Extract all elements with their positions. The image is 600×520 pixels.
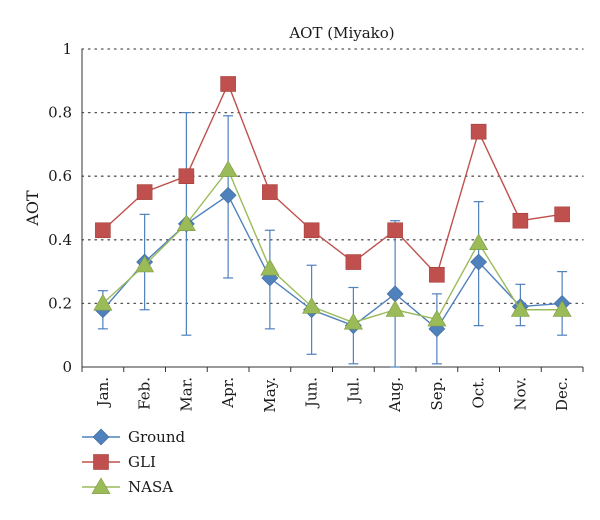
- x-tick-label: May.: [261, 377, 279, 413]
- y-tick-label: 0.4: [48, 231, 72, 249]
- legend-item-nasa: NASA: [82, 477, 173, 496]
- y-tick-label: 0.6: [48, 167, 72, 185]
- data-point-gli: [220, 76, 236, 92]
- data-point-nasa: [218, 160, 238, 177]
- legend-label-ground: Ground: [128, 428, 186, 446]
- data-point-nasa: [93, 293, 113, 311]
- data-point-gli: [178, 168, 195, 184]
- data-point-gli: [429, 266, 445, 283]
- data-point-nasa: [135, 255, 155, 273]
- series-nasa: [93, 160, 572, 330]
- gridlines: [81, 48, 584, 305]
- data-point-gli: [554, 206, 570, 223]
- data-point-gli: [345, 254, 362, 270]
- legend-item-ground: Ground: [82, 428, 186, 446]
- y-axis-label: AOT: [23, 190, 42, 227]
- data-point-nasa: [176, 214, 196, 231]
- legend-marker-nasa: [91, 477, 111, 495]
- x-tick-label: Feb.: [136, 377, 154, 410]
- x-tick-label: Jan.: [94, 377, 112, 408]
- x-tick-label: Jun.: [303, 377, 321, 409]
- legend-label-gli: GLI: [128, 453, 156, 471]
- data-point-nasa: [427, 309, 447, 327]
- y-tick-label: 0: [62, 358, 72, 376]
- y-tick-labels: 0 0.2 0.4 0.6 0.8 1: [48, 40, 72, 376]
- data-point-nasa: [552, 300, 572, 317]
- data-point-ground: [470, 253, 488, 271]
- data-point-gli: [262, 184, 278, 200]
- legend-label-nasa: NASA: [128, 478, 173, 496]
- legend-marker-ground: [92, 428, 110, 446]
- data-point-nasa: [385, 300, 405, 317]
- x-tick-label: Sep.: [428, 377, 446, 411]
- x-tick-labels: Jan. Feb. Mar. Apr. May. Jun. Jul. Aug. Sep. Oct.…: [94, 377, 571, 413]
- series-line-ground: [102, 194, 563, 330]
- data-point-gli: [95, 222, 111, 239]
- legend-marker-gli: [93, 454, 109, 470]
- x-tick-label: Jul.: [344, 377, 362, 404]
- y-tick-label: 1: [62, 40, 72, 58]
- x-tick-label: Oct.: [470, 377, 488, 409]
- data-point-gli: [470, 123, 487, 140]
- data-point-ground: [219, 186, 237, 204]
- data-point-gli: [512, 212, 529, 229]
- series: [93, 76, 572, 338]
- x-tick-label: Mar.: [177, 377, 195, 412]
- x-tick-label: Dec.: [553, 377, 571, 411]
- data-point-nasa: [260, 258, 280, 276]
- data-point-gli: [387, 222, 403, 239]
- axes: [81, 49, 584, 372]
- data-point-nasa: [343, 312, 363, 330]
- chart-title: AOT (Miyako): [288, 24, 394, 42]
- series-gli: [95, 76, 570, 283]
- x-tick-label: Nov.: [511, 377, 529, 411]
- x-tick-label: Aug.: [386, 377, 404, 413]
- data-point-nasa: [510, 300, 530, 317]
- data-point-gli: [136, 184, 153, 200]
- data-point-gli: [303, 222, 320, 239]
- x-tick-label: Apr.: [219, 377, 237, 409]
- data-point-nasa: [302, 296, 322, 314]
- y-tick-label: 0.8: [48, 104, 72, 122]
- data-point-nasa: [469, 233, 489, 251]
- y-tick-label: 0.2: [48, 294, 72, 312]
- legend-item-gli: GLI: [82, 453, 156, 471]
- legend: Ground GLI NASA: [82, 428, 186, 496]
